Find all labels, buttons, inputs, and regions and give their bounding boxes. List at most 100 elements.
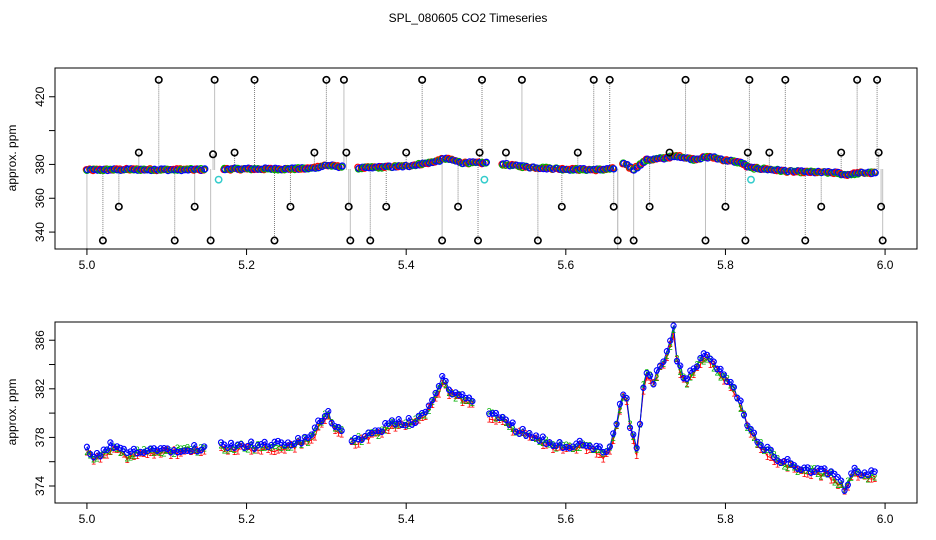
series-label: 3	[524, 431, 529, 441]
spike-point	[589, 75, 598, 84]
series-point	[83, 443, 91, 450]
panel-bottom-x-axis: 5.0 5.2 5.4 5.6 5.8 6.0	[79, 503, 894, 526]
series-label: 3	[182, 446, 187, 456]
series-point	[338, 162, 346, 170]
series-label: 1	[691, 370, 696, 380]
series-point	[512, 428, 520, 435]
series-label: 3	[869, 466, 874, 476]
series-label: 3	[162, 444, 167, 454]
series-label: 2	[389, 417, 394, 427]
series-label: 2	[353, 437, 358, 447]
series-label: 3	[396, 415, 401, 425]
series-point	[771, 453, 778, 461]
series-label: 3	[88, 450, 93, 460]
series-point	[449, 391, 456, 398]
spike-point	[609, 202, 618, 211]
series-label: 1	[111, 445, 116, 455]
series-label: 1	[88, 449, 93, 459]
series-label: 2	[188, 444, 193, 454]
series-label: 1	[416, 415, 421, 425]
series-label: 1	[162, 445, 167, 455]
series-label: 1	[131, 452, 136, 462]
series-label: 1	[376, 428, 381, 438]
series-label: 3	[507, 420, 512, 430]
series-label: 2	[145, 446, 150, 456]
series-point	[811, 468, 818, 475]
series-point	[442, 377, 449, 385]
series-label: 3	[339, 426, 344, 436]
series-label: 2	[500, 413, 505, 423]
series-point	[248, 438, 255, 445]
series-point	[854, 468, 862, 475]
series-label: 2	[731, 383, 736, 393]
series-point	[864, 471, 872, 478]
series-label: 2	[738, 404, 743, 414]
spike-point	[817, 202, 826, 211]
series-point	[398, 421, 406, 428]
series-label: 1	[617, 406, 622, 416]
series-point	[268, 441, 275, 449]
series-label: 2	[487, 407, 492, 417]
series-label: 3	[624, 394, 629, 404]
series-label: 1	[671, 331, 676, 341]
series-label: 2	[544, 435, 549, 445]
series-point	[569, 443, 577, 450]
series-label: 2	[453, 394, 458, 404]
series-label: 3	[758, 440, 763, 450]
series-label: 3	[621, 390, 626, 400]
series-point	[610, 165, 618, 173]
series-label: 2	[691, 368, 696, 378]
x-tick-label: 5.2	[238, 512, 255, 526]
series-label: 1	[718, 370, 723, 380]
series-label: 3	[557, 438, 562, 448]
series-label: 2	[664, 351, 669, 361]
series-label: 3	[433, 389, 438, 399]
series-label: 1	[168, 451, 173, 461]
series-point	[700, 350, 707, 357]
series-point	[717, 365, 724, 373]
series-label: 2	[440, 377, 445, 387]
series-label: 2	[259, 443, 264, 453]
y-tick-label: 340	[33, 222, 47, 242]
series-label: 2	[684, 379, 689, 389]
series-point	[563, 443, 570, 450]
series-label: 2	[400, 420, 405, 430]
spike-point	[745, 75, 754, 84]
series-label: 2	[524, 430, 529, 440]
series-point	[301, 433, 308, 441]
series-label: 3	[668, 336, 673, 346]
series-label: 2	[788, 460, 793, 470]
series-label: 1	[272, 447, 277, 457]
series-label: 1	[547, 438, 552, 448]
series-label: 3	[249, 437, 254, 447]
series-label: 3	[141, 448, 146, 458]
series-label: 3	[805, 463, 810, 473]
series-label: 2	[728, 381, 733, 391]
series-label: 1	[624, 397, 629, 407]
series-label: 3	[111, 443, 116, 453]
series-point	[459, 391, 466, 398]
series-label: 2	[591, 445, 596, 455]
series-label: 1	[701, 354, 706, 364]
series-label: 1	[648, 376, 653, 386]
series-label: 3	[393, 419, 398, 429]
series-label: 1	[822, 467, 827, 477]
series-point	[405, 415, 412, 422]
series-label: 2	[845, 476, 850, 486]
series-label: 1	[731, 389, 736, 399]
spike-point	[310, 148, 319, 157]
x-tick-label: 5.8	[717, 258, 734, 272]
series-point	[97, 452, 104, 459]
series-point	[794, 465, 801, 472]
series-label: 2	[808, 464, 813, 474]
series-label: 1	[457, 391, 462, 401]
series-label: 3	[695, 362, 700, 372]
x-tick-label: 5.0	[79, 512, 96, 526]
series-label: 2	[638, 420, 643, 430]
series-point	[251, 445, 258, 452]
series-label: 1	[768, 453, 773, 463]
series-label: 2	[825, 470, 830, 480]
series-label: 1	[792, 465, 797, 475]
series-point	[519, 425, 526, 433]
